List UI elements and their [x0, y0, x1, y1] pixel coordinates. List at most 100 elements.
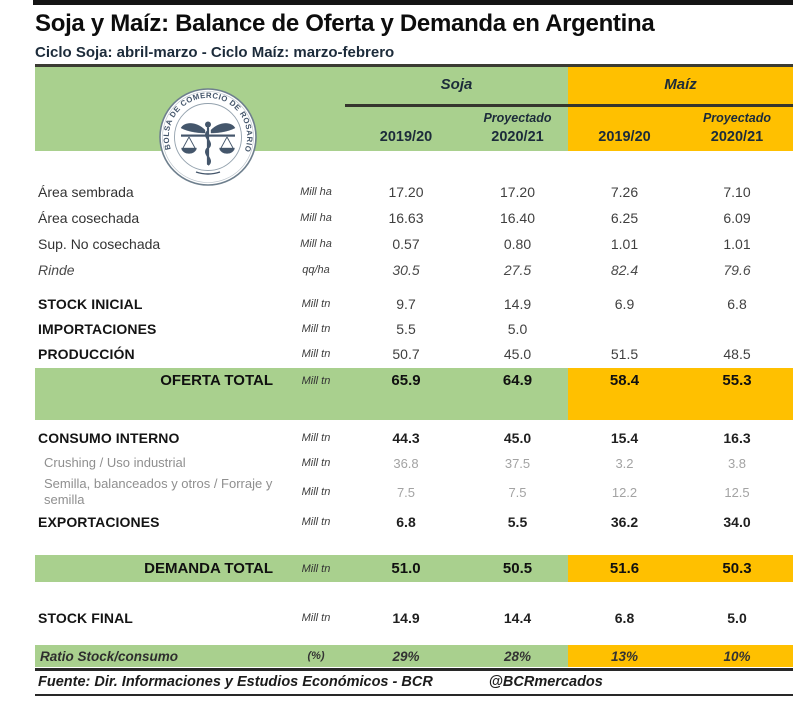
source-text: Fuente: Dir. Informaciones y Estudios Ec… — [38, 674, 433, 690]
row-unit: Mill tn — [301, 297, 331, 310]
value-maiz-2020-21: 6.09 — [723, 210, 751, 226]
table-row: CONSUMO INTERNO Mill tn 44.3 45.0 15.4 16.3 — [35, 425, 793, 451]
value-soja-2020-21: 28% — [503, 648, 532, 664]
value-soja-2020-21: 14.4 — [503, 610, 532, 626]
value-maiz-2019-20: 12.2 — [611, 484, 638, 500]
row-unit: (%) — [307, 650, 325, 662]
value-soja-2020-21: 16.40 — [499, 210, 536, 226]
column-header-maiz-2020-21: 2020/21 — [710, 129, 764, 145]
page-subtitle: Ciclo Soja: abril-marzo - Ciclo Maíz: ma… — [35, 44, 395, 61]
proyectado-label-maiz: Proyectado — [702, 111, 772, 125]
row-label: STOCK FINAL — [38, 610, 133, 626]
row-label: CONSUMO INTERNO — [38, 430, 180, 446]
table-row: Sup. No cosechada Mill ha 0.57 0.80 1.01 1.01 — [35, 231, 793, 257]
row-unit: Mill tn — [301, 486, 331, 498]
table-section: STOCK FINAL Mill tn 14.9 14.4 6.8 5.0 — [35, 605, 793, 631]
value-maiz-2019-20: 13% — [610, 648, 639, 664]
value-maiz-2020-21: 3.8 — [727, 455, 747, 471]
value-soja-2020-21: 0.80 — [503, 236, 532, 252]
table-section: STOCK INICIAL Mill tn 9.7 14.9 6.9 6.8 IMPORTA… — [35, 291, 793, 420]
value-maiz-2019-20: 51.6 — [609, 560, 640, 577]
value-maiz-2020-21: 50.3 — [722, 560, 752, 577]
value-maiz-2020-21: 1.01 — [723, 236, 751, 252]
value-soja-2020-21: 50.5 — [502, 560, 533, 577]
value-soja-2020-21: 64.9 — [502, 372, 533, 389]
value-soja-2020-21: 37.5 — [504, 455, 531, 471]
row-unit: Mill tn — [301, 322, 331, 335]
row-unit: Mill tn — [301, 432, 331, 444]
row-label: PRODUCCIÓN — [38, 345, 135, 362]
value-maiz-2020-21: 48.5 — [723, 345, 751, 362]
value-soja-2019-20: 30.5 — [392, 262, 420, 278]
top-border-bar — [33, 0, 793, 5]
row-unit: Mill tn — [301, 347, 331, 360]
value-maiz-2019-20: 51.5 — [610, 345, 639, 362]
table-section: Área sembrada Mill ha 17.20 17.20 7.26 7.10 Ár… — [35, 179, 793, 283]
row-label: Ratio Stock/consumo — [40, 648, 179, 664]
table-row: Rinde qq/ha 30.5 27.5 82.4 79.6 — [35, 257, 793, 283]
column-header-soja-2020-21: 2020/21 — [491, 129, 544, 145]
row-unit: Mill tn — [301, 516, 331, 528]
value-soja-2020-21: 5.0 — [507, 320, 528, 337]
row-label: OFERTA TOTAL — [160, 372, 273, 389]
table-row: Área cosechada Mill ha 16.63 16.40 6.25 6.09 — [35, 205, 793, 231]
subtitle-divider — [35, 64, 793, 67]
value-soja-2020-21: 7.5 — [508, 484, 527, 500]
value-maiz-2019-20: 6.25 — [610, 210, 639, 226]
value-soja-2019-20: 44.3 — [392, 430, 420, 446]
value-soja-2019-20: 0.57 — [392, 236, 420, 252]
value-maiz-2019-20: 7.26 — [610, 184, 639, 200]
table-section: DEMANDA TOTAL Mill tn 51.0 50.5 51.6 50.3 — [35, 555, 793, 582]
row-label: Sup. No cosechada — [38, 236, 161, 252]
value-maiz-2020-21: 79.6 — [723, 262, 751, 278]
value-soja-2020-21: 45.0 — [503, 430, 532, 446]
value-maiz-2020-21: 12.5 — [724, 484, 750, 500]
value-maiz-2019-20: 3.2 — [615, 455, 634, 471]
row-unit: Mill ha — [300, 186, 332, 198]
value-maiz-2019-20: 36.2 — [610, 514, 639, 530]
table-row: Ratio Stock/consumo (%) 29% 28% 13% 10% — [35, 645, 793, 667]
group-header-soja: Soja — [440, 76, 473, 93]
value-soja-2019-20: 29% — [392, 648, 420, 664]
bolsa-comercio-rosario-seal-icon: BOLSA DE COMERCIO DE ROSARIO — [159, 88, 257, 186]
row-label: Área cosechada — [38, 210, 140, 226]
group-header-divider — [345, 104, 793, 107]
value-soja-2020-21: 27.5 — [503, 262, 532, 278]
value-soja-2019-20: 16.63 — [388, 210, 424, 226]
value-maiz-2020-21: 7.10 — [723, 184, 751, 200]
value-maiz-2019-20: 82.4 — [610, 262, 639, 278]
table-row: STOCK FINAL Mill tn 14.9 14.4 6.8 5.0 — [35, 605, 793, 631]
row-unit: Mill ha — [300, 212, 332, 224]
value-soja-2019-20: 5.5 — [396, 320, 416, 337]
bcr-seal-logo: BOLSA DE COMERCIO DE ROSARIO — [158, 87, 258, 187]
table-row: OFERTA TOTAL Mill tn 65.9 64.9 58.4 55.3 — [35, 368, 793, 420]
value-maiz-2020-21: 55.3 — [722, 372, 752, 389]
value-soja-2019-20: 65.9 — [391, 372, 421, 389]
value-soja-2019-20: 51.0 — [391, 560, 421, 577]
table-row: IMPORTACIONES Mill tn 5.5 5.0 — [35, 316, 793, 341]
value-soja-2019-20: 9.7 — [396, 295, 416, 312]
row-label: Rinde — [38, 262, 75, 278]
table-row: EXPORTACIONES Mill tn 6.8 5.5 36.2 34.0 — [35, 509, 793, 535]
value-maiz-2020-21: 34.0 — [723, 514, 751, 530]
row-unit: Mill tn — [301, 375, 331, 387]
value-soja-2020-21: 17.20 — [499, 184, 536, 200]
table-section: Ratio Stock/consumo (%) 29% 28% 13% 10% — [35, 645, 793, 667]
row-label: Crushing / Uso industrial — [44, 455, 186, 470]
row-label: IMPORTACIONES — [38, 320, 157, 337]
row-label: Área sembrada — [38, 184, 134, 200]
table-section: CONSUMO INTERNO Mill tn 44.3 45.0 15.4 16.3 Cr… — [35, 425, 793, 535]
value-soja-2019-20: 50.7 — [392, 345, 420, 362]
row-unit: Mill tn — [301, 457, 331, 469]
proyectado-label-soja: Proyectado — [483, 111, 552, 125]
value-soja-2019-20: 7.5 — [396, 484, 416, 500]
row-label: DEMANDA TOTAL — [144, 560, 273, 577]
value-soja-2020-21: 5.5 — [507, 514, 528, 530]
value-soja-2019-20: 14.9 — [392, 610, 420, 626]
row-unit: Mill tn — [301, 612, 331, 624]
value-maiz-2019-20: 58.4 — [609, 372, 640, 389]
value-maiz-2019-20: 15.4 — [610, 430, 639, 446]
value-maiz-2020-21: 10% — [723, 648, 751, 664]
column-header-maiz-2019-20: 2019/20 — [598, 129, 651, 145]
